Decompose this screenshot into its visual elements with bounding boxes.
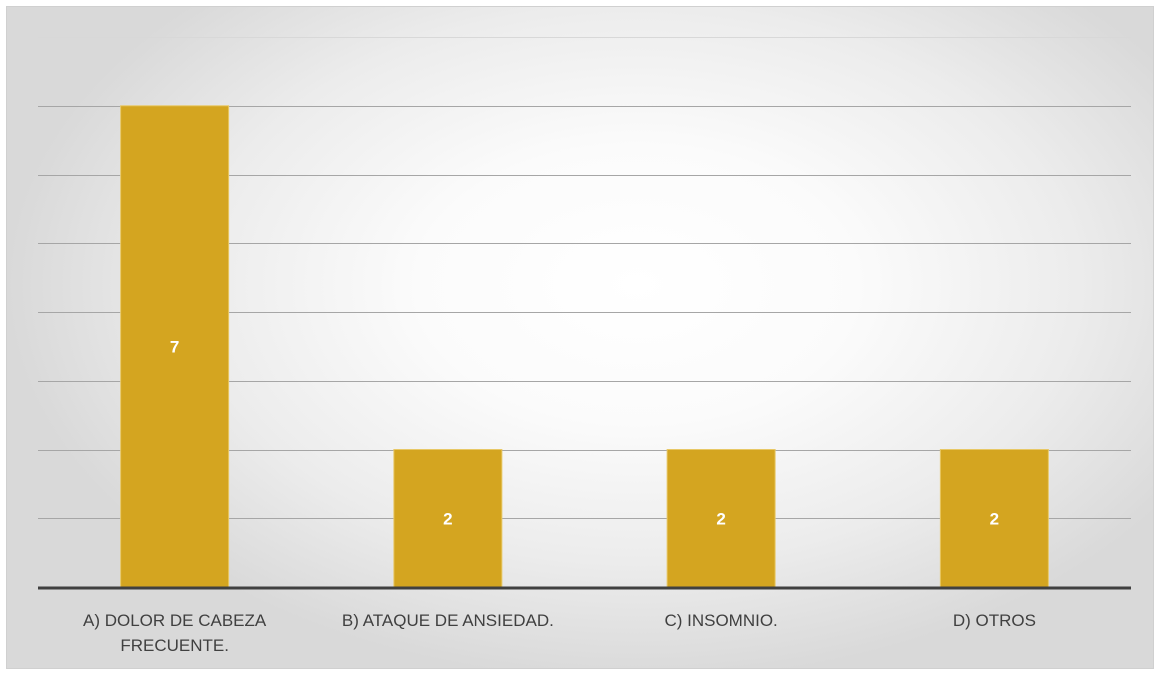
bar-value-label: 7 (170, 337, 179, 356)
bar-value-label: 2 (443, 509, 452, 528)
category-label: FRECUENTE. (120, 636, 229, 655)
data-labels: 7 2 2 2 (170, 337, 999, 528)
bar (120, 105, 230, 588)
bar-value-label: 2 (990, 509, 999, 528)
bars (120, 105, 1049, 588)
bar (393, 449, 503, 588)
bar-value-label: 2 (716, 509, 725, 528)
category-label: A) DOLOR DE CABEZA (83, 611, 267, 630)
bar (666, 449, 776, 588)
category-label: B) ATAQUE DE ANSIEDAD. (342, 611, 554, 630)
category-label: D) OTROS (953, 611, 1036, 630)
bar (939, 449, 1049, 588)
x-axis-labels: A) DOLOR DE CABEZA FRECUENTE. B) ATAQUE DE… (83, 611, 1036, 655)
category-label: C) INSOMNIO. (664, 611, 777, 630)
